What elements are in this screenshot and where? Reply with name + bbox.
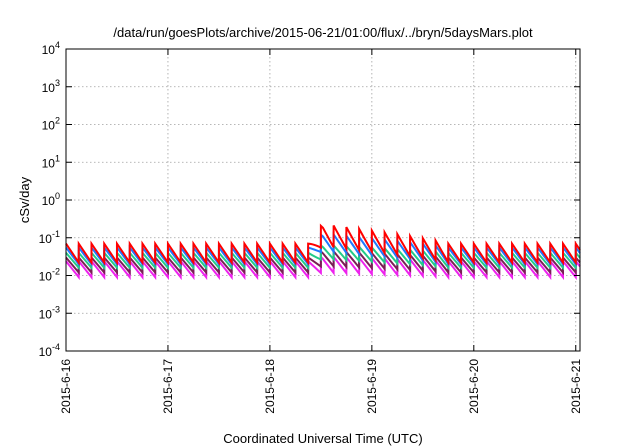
y-tick-label: 104 bbox=[42, 40, 60, 57]
x-tick-label: 2015-6-17 bbox=[161, 359, 175, 414]
y-tick-label: 102 bbox=[42, 116, 60, 133]
y-axis-label: cSv/day bbox=[17, 176, 32, 223]
series-line bbox=[65, 248, 581, 276]
series-layer bbox=[65, 223, 581, 281]
x-tick-labels: 2015-6-16 2015-6-17 2015-6-18 2015-6-19 2015… bbox=[59, 359, 583, 414]
x-tick-label: 2015-6-19 bbox=[365, 359, 379, 414]
y-tick-label: 100 bbox=[42, 191, 60, 208]
y-tick-label: 10-3 bbox=[39, 304, 60, 321]
grid bbox=[65, 49, 580, 351]
x-tick-label: 2015-6-21 bbox=[569, 359, 583, 414]
x-tick-label: 2015-6-18 bbox=[263, 359, 277, 414]
chart-title: /data/run/goesPlots/archive/2015-06-21/0… bbox=[113, 25, 533, 40]
series-line bbox=[65, 223, 581, 267]
y-tick-label: 10-1 bbox=[39, 229, 60, 246]
x-tick-label: 2015-6-20 bbox=[467, 359, 481, 414]
y-tick-label: 101 bbox=[42, 153, 60, 170]
x-tick-label: 2015-6-16 bbox=[59, 359, 73, 414]
y-tick-label: 103 bbox=[42, 78, 60, 95]
y-tick-labels: 10-4 10-3 10-2 10-1 100 101 102 103 104 bbox=[39, 40, 60, 359]
ticks bbox=[65, 48, 580, 352]
x-axis-label: Coordinated Universal Time (UTC) bbox=[223, 431, 422, 446]
series-line bbox=[65, 231, 581, 268]
series-line bbox=[65, 242, 581, 271]
y-tick-label: 10-4 bbox=[39, 342, 60, 359]
series-line bbox=[65, 253, 581, 281]
y-tick-label: 10-2 bbox=[39, 267, 60, 284]
